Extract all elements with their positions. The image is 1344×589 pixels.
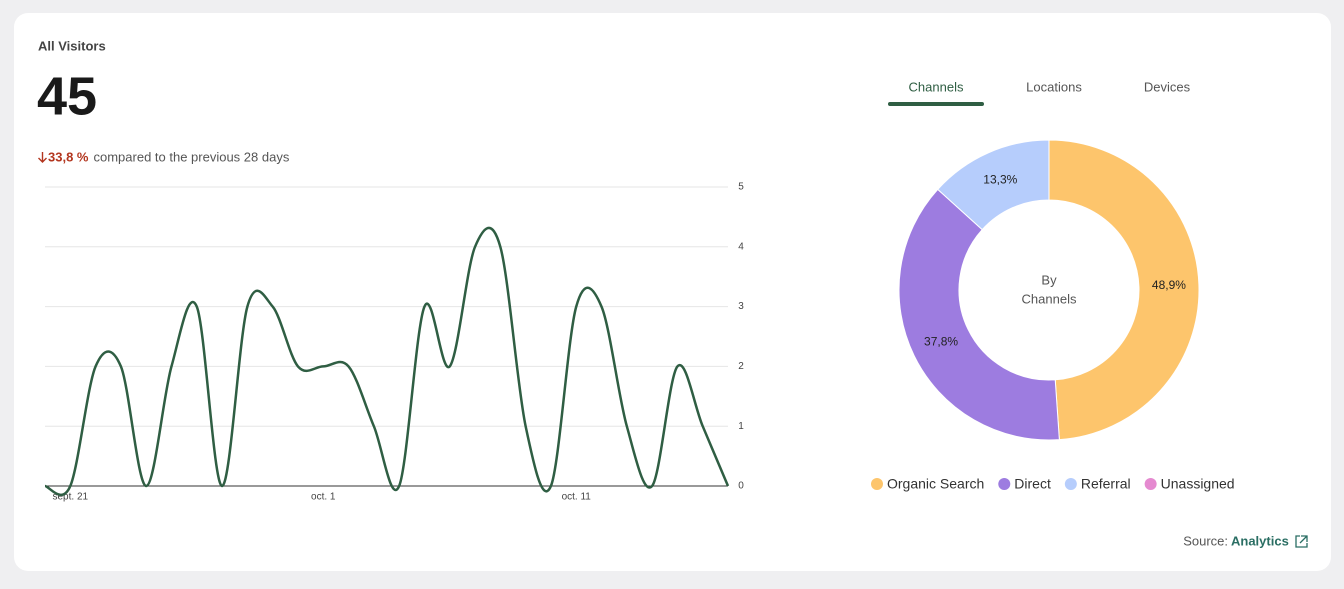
legend-swatch (871, 478, 883, 490)
legend-label: Organic Search (887, 476, 984, 492)
legend-swatch (998, 478, 1011, 490)
change-value: 33,8 % (48, 149, 89, 164)
legend-label: Referral (1081, 476, 1131, 492)
active-tab-indicator (888, 102, 984, 106)
x-tick-label: sept. 21 (52, 492, 88, 503)
x-tick-label: oct. 11 (562, 492, 592, 503)
donut-segment (898, 188, 1060, 441)
y-tick-label: 3 (738, 301, 744, 312)
donut-segment (1048, 139, 1200, 441)
card (14, 13, 1331, 571)
donut-segment (937, 139, 1050, 231)
external-link-icon (1295, 535, 1308, 548)
y-tick-label: 1 (738, 421, 744, 432)
source-link[interactable]: Analytics (1231, 533, 1289, 548)
x-tick-label: oct. 1 (311, 492, 336, 503)
tab-devices[interactable]: Devices (1144, 79, 1191, 94)
comparison-text: compared to the previous 28 days (93, 149, 289, 164)
legend-label: Unassigned (1161, 476, 1235, 492)
segment-label: 13,3% (983, 172, 1017, 186)
tab-channels[interactable]: Channels (909, 79, 964, 94)
donut-center-label: By (1041, 272, 1057, 287)
y-tick-label: 4 (738, 241, 744, 252)
y-tick-label: 5 (738, 182, 744, 193)
segment-label: 48,9% (1152, 278, 1186, 292)
tab-locations[interactable]: Locations (1026, 79, 1082, 94)
total-visitors: 45 (37, 66, 97, 126)
source-label: Source: (1183, 533, 1228, 548)
segment-label: 37,8% (924, 335, 958, 349)
legend-swatch (1144, 478, 1157, 490)
donut-center-label: Channels (1022, 291, 1077, 306)
down-arrow-icon (38, 152, 47, 163)
visitors-line (44, 226, 730, 497)
y-tick-label: 2 (738, 361, 744, 372)
y-tick-label: 0 (738, 481, 744, 492)
legend-swatch (1064, 478, 1077, 490)
card-title: All Visitors (38, 38, 106, 53)
legend-label: Direct (1014, 476, 1051, 492)
